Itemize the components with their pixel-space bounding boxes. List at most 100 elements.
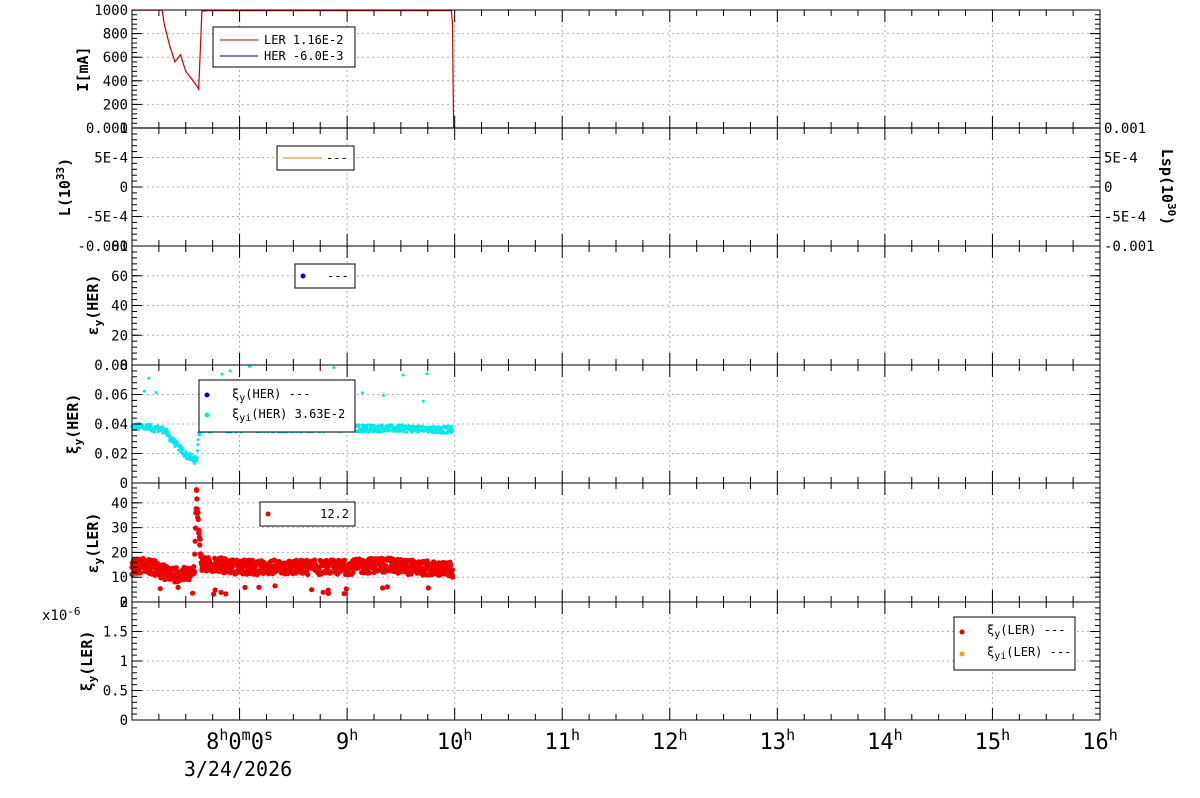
y-tick-label: 5E-4 <box>94 151 128 167</box>
y-tick-label: 0.06 <box>94 388 128 404</box>
legend-xi-her: ξy(HER) --- ξyi(HER) 3.63E-2 <box>198 379 356 433</box>
data-point <box>301 564 307 570</box>
y-tick-label: 1 <box>120 654 128 670</box>
scatter-point <box>272 583 278 589</box>
scatter-point <box>256 584 262 590</box>
y-tick-label: 0 <box>120 358 128 374</box>
ylabel-xi-ler-sub: y <box>86 675 99 682</box>
x-tick-label-part: h <box>349 726 358 744</box>
data-point <box>451 428 454 432</box>
y-tick-label: 800 <box>103 27 128 43</box>
date-label: 3/24/2026 <box>184 757 292 781</box>
y-tick-label: 60 <box>111 269 128 285</box>
x-tick-label-part: 14 <box>867 730 894 755</box>
legend-luminosity-label: --- <box>326 151 348 165</box>
x-tick-label: 14h <box>867 726 903 755</box>
scatter-point <box>449 574 456 580</box>
scatter-point <box>425 425 429 429</box>
x-tick-label-part: 9 <box>336 730 349 755</box>
y-tick-label: 0.08 <box>94 358 128 374</box>
scatter-point <box>154 391 158 394</box>
scatter-point <box>191 564 197 570</box>
x-tick-label-part: 16 <box>1082 730 1109 755</box>
ylabel-xi-ler-end: (LER) <box>78 631 96 676</box>
y-tick-label: 40 <box>111 299 128 315</box>
legend-xi-her-b: y <box>239 393 245 404</box>
y-tick-label: 0 <box>120 595 128 611</box>
x-tick-label: 11h <box>544 726 580 755</box>
y-tick-label: 0.5 <box>103 684 128 700</box>
scatter-point <box>211 591 217 597</box>
ylabel-xi-her-end: (HER) <box>64 394 82 439</box>
scatter-point <box>138 570 144 576</box>
data-point <box>172 572 178 578</box>
scatter-point <box>439 426 442 430</box>
legend-eps-ler-box <box>259 501 356 527</box>
scatter-point <box>420 428 424 432</box>
scatter-point <box>228 369 232 373</box>
legend-xi-ler-i-label: ξyi(LER) --- <box>987 645 1071 662</box>
scatter-point <box>142 389 146 393</box>
legend-eps-ler-marker <box>265 511 271 517</box>
legend-xi-her-i-marker <box>204 412 210 418</box>
legend-emittance-her: --- <box>294 263 356 289</box>
legend-xi-ler-i-c: (LER) --- <box>1006 645 1071 659</box>
scatter-point <box>192 538 198 544</box>
y-tick-label: 200 <box>103 97 128 113</box>
scatter-point <box>195 456 199 460</box>
legend-xi-ler-box <box>953 616 1076 671</box>
legend-emittance-ler: 12.2 <box>259 501 356 527</box>
scatter-point <box>195 510 201 516</box>
ylabel-eps-ler-base: ε <box>84 564 102 573</box>
scatter-point <box>425 585 431 591</box>
scatter-point <box>341 557 348 563</box>
scatter-point <box>325 564 331 570</box>
scatter-point <box>189 453 193 457</box>
legend-xi-her-label: ξy(HER) --- <box>232 387 310 404</box>
scatter-point <box>223 591 229 597</box>
scatter-point <box>440 428 444 432</box>
data-point <box>178 447 182 451</box>
y-tick-label: 20 <box>111 328 128 344</box>
data-point <box>150 564 157 570</box>
scatter-point <box>305 571 311 578</box>
data-point <box>189 456 193 460</box>
scatter-point <box>196 443 200 447</box>
scatter-point <box>309 587 315 593</box>
ylabel-eps-her-base: ε <box>84 326 102 335</box>
data-point <box>173 441 177 445</box>
legend-xi-ler-c: (LER) --- <box>1000 623 1065 637</box>
scatter-point <box>153 430 156 434</box>
x-tick-label-part: 0 <box>228 730 241 755</box>
y-tick-label: 30 <box>111 521 128 537</box>
x-tick-label: 10h <box>437 726 473 755</box>
x-tick-label-part: 13 <box>760 730 787 755</box>
scatter-point <box>360 391 364 395</box>
legend-xi-ler-b: y <box>994 629 1000 640</box>
scatter-point <box>325 590 331 597</box>
y-tick-label: 0.04 <box>94 417 128 433</box>
scatter-point <box>382 393 385 397</box>
y-tick-label: 0 <box>120 713 128 729</box>
scatter-point <box>341 591 347 597</box>
ylabel-xi-ler-base: ξ <box>78 682 96 691</box>
y2label-exp: 30 <box>1165 203 1178 216</box>
x-tick-label-part: h <box>463 726 472 744</box>
ylabel-eps-her-end: (HER) <box>84 275 102 320</box>
scatter-point <box>363 423 367 427</box>
x-tick-label-part: h <box>1109 726 1118 744</box>
y-tick-label: 0 <box>120 476 128 492</box>
y2label-end: ) <box>1158 216 1176 225</box>
x-tick-label-part: 11 <box>544 730 571 755</box>
y-tick-label: 0 <box>120 180 128 196</box>
legend-xi-her-i-a: ξ <box>232 407 239 421</box>
legend-eps-her-marker <box>300 273 306 279</box>
x-tick-label-part: s <box>264 726 273 744</box>
x-tick-label-part: h <box>219 726 228 744</box>
scatter-point <box>311 557 318 563</box>
scatter-point <box>197 542 203 548</box>
scatter-point <box>343 586 349 592</box>
legend-xi-her-i-c: (HER) 3.63E-2 <box>251 407 345 421</box>
